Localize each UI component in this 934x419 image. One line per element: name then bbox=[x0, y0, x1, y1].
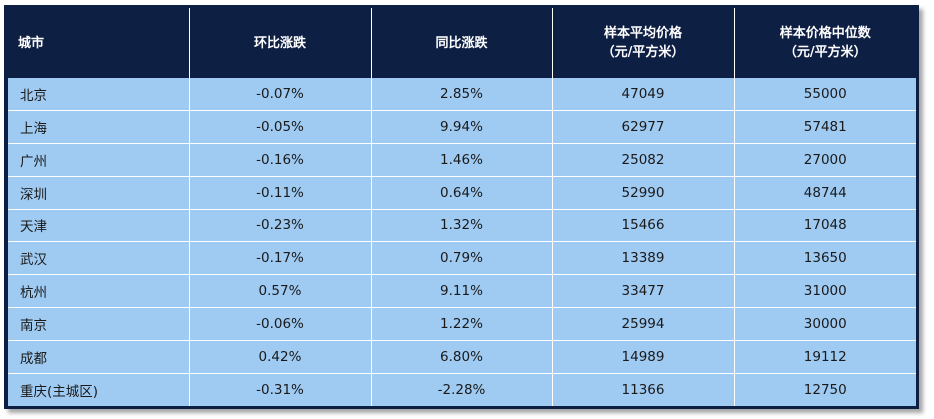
cell-median-price: 13650 bbox=[734, 241, 916, 276]
cell-average-price: 25082 bbox=[552, 143, 735, 177]
cell-yoy-change: 0.79% bbox=[371, 241, 553, 276]
header-city: 城市 bbox=[8, 8, 190, 78]
header-mom-change: 环比涨跌 bbox=[189, 8, 372, 78]
table-row: 深圳 -0.11% 0.64% 52990 48744 bbox=[8, 176, 916, 210]
header-average-price-unit: （元/平方米） bbox=[601, 45, 685, 60]
cell-average-price: 47049 bbox=[552, 78, 735, 111]
cell-mom-change: 0.42% bbox=[189, 340, 372, 374]
table-row: 成都 0.42% 6.80% 14989 19112 bbox=[8, 340, 916, 374]
header-median-price-unit: （元/平方米） bbox=[783, 45, 867, 60]
cell-yoy-change: 6.80% bbox=[371, 340, 553, 374]
cell-yoy-change: 1.32% bbox=[371, 209, 553, 243]
cell-average-price: 13389 bbox=[552, 241, 735, 276]
cell-mom-change: -0.23% bbox=[189, 209, 372, 243]
cell-median-price: 55000 bbox=[734, 78, 916, 111]
cell-mom-change: -0.31% bbox=[189, 373, 372, 406]
cell-city: 广州 bbox=[8, 143, 190, 177]
header-average-price: 样本平均价格 （元/平方米） bbox=[552, 8, 735, 78]
cell-average-price: 14989 bbox=[552, 340, 735, 374]
cell-median-price: 31000 bbox=[734, 274, 916, 309]
cell-median-price: 17048 bbox=[734, 209, 916, 243]
cell-mom-change: 0.57% bbox=[189, 274, 372, 309]
table-row: 重庆(主城区) -0.31% -2.28% 11366 12750 bbox=[8, 373, 916, 406]
header-average-price-label: 样本平均价格 bbox=[603, 26, 682, 41]
header-yoy-change-label: 同比涨跌 bbox=[435, 35, 488, 51]
cell-city: 深圳 bbox=[8, 176, 190, 210]
cell-city: 武汉 bbox=[8, 241, 190, 276]
cell-mom-change: -0.06% bbox=[189, 307, 372, 342]
cell-median-price: 48744 bbox=[734, 176, 916, 210]
cell-yoy-change: 0.64% bbox=[371, 176, 553, 210]
cell-median-price: 19112 bbox=[734, 340, 916, 374]
table-row: 北京 -0.07% 2.85% 47049 55000 bbox=[8, 78, 916, 111]
price-table-frame: 城市 环比涨跌 同比涨跌 样本平均价格 （元/平方米） 样本价格中位数 （元/平… bbox=[4, 5, 919, 409]
table-row: 天津 -0.23% 1.32% 15466 17048 bbox=[8, 209, 916, 243]
city-price-table: 城市 环比涨跌 同比涨跌 样本平均价格 （元/平方米） 样本价格中位数 （元/平… bbox=[8, 8, 916, 406]
cell-city: 天津 bbox=[8, 209, 190, 243]
header-mom-change-label: 环比涨跌 bbox=[253, 35, 306, 51]
cell-median-price: 27000 bbox=[734, 143, 916, 177]
cell-mom-change: -0.05% bbox=[189, 110, 372, 144]
cell-average-price: 52990 bbox=[552, 176, 735, 210]
cell-average-price: 33477 bbox=[552, 274, 735, 309]
cell-city: 南京 bbox=[8, 307, 190, 342]
cell-mom-change: -0.07% bbox=[189, 78, 372, 111]
cell-average-price: 15466 bbox=[552, 209, 735, 243]
header-median-price-label: 样本价格中位数 bbox=[779, 26, 871, 41]
cell-city: 上海 bbox=[8, 110, 190, 144]
header-yoy-change: 同比涨跌 bbox=[371, 8, 553, 78]
cell-mom-change: -0.16% bbox=[189, 143, 372, 177]
cell-mom-change: -0.11% bbox=[189, 176, 372, 210]
cell-median-price: 12750 bbox=[734, 373, 916, 406]
table-header-row: 城市 环比涨跌 同比涨跌 样本平均价格 （元/平方米） 样本价格中位数 （元/平… bbox=[8, 8, 916, 78]
cell-median-price: 57481 bbox=[734, 110, 916, 144]
table-row: 广州 -0.16% 1.46% 25082 27000 bbox=[8, 143, 916, 177]
cell-median-price: 30000 bbox=[734, 307, 916, 342]
cell-average-price: 11366 bbox=[552, 373, 735, 406]
table-row: 南京 -0.06% 1.22% 25994 30000 bbox=[8, 307, 916, 342]
table-row: 上海 -0.05% 9.94% 62977 57481 bbox=[8, 110, 916, 144]
cell-mom-change: -0.17% bbox=[189, 241, 372, 276]
cell-yoy-change: 2.85% bbox=[371, 78, 553, 111]
table-row: 杭州 0.57% 9.11% 33477 31000 bbox=[8, 274, 916, 309]
cell-average-price: 25994 bbox=[552, 307, 735, 342]
cell-yoy-change: 1.22% bbox=[371, 307, 553, 342]
cell-yoy-change: 9.94% bbox=[371, 110, 553, 144]
cell-yoy-change: 9.11% bbox=[371, 274, 553, 309]
cell-city: 北京 bbox=[8, 78, 190, 111]
table-row: 武汉 -0.17% 0.79% 13389 13650 bbox=[8, 241, 916, 276]
cell-city: 成都 bbox=[8, 340, 190, 374]
cell-yoy-change: 1.46% bbox=[371, 143, 553, 177]
cell-yoy-change: -2.28% bbox=[371, 373, 553, 406]
cell-city: 重庆(主城区) bbox=[8, 373, 190, 406]
cell-city: 杭州 bbox=[8, 274, 190, 309]
cell-average-price: 62977 bbox=[552, 110, 735, 144]
header-median-price: 样本价格中位数 （元/平方米） bbox=[734, 8, 916, 78]
header-city-label: 城市 bbox=[18, 35, 45, 51]
